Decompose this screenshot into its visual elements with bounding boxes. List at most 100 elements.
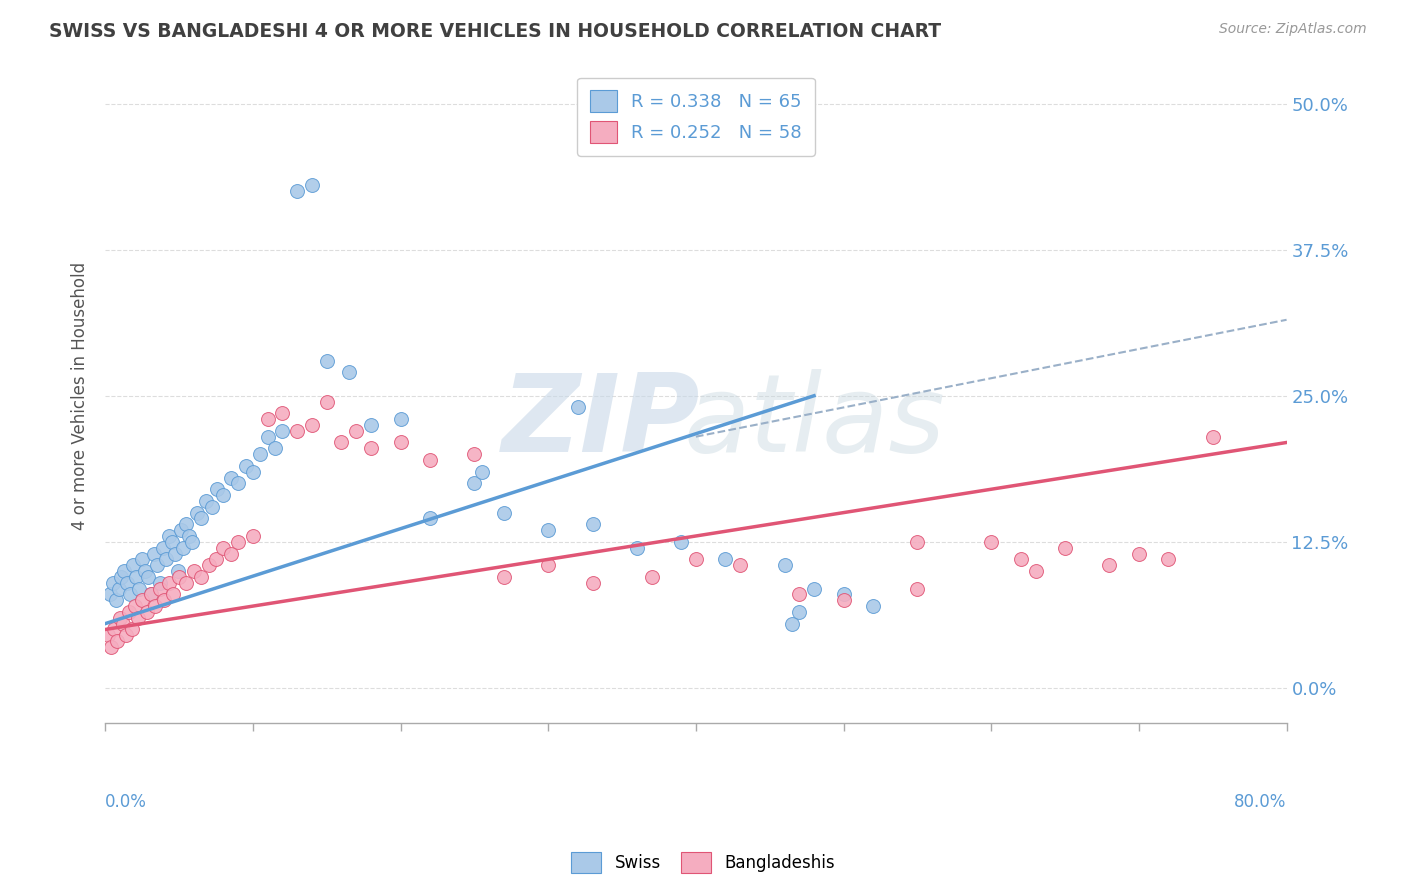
Point	[419, 453, 441, 467]
Point	[1010, 552, 1032, 566]
Y-axis label: 4 or more Vehicles in Household: 4 or more Vehicles in Household	[72, 261, 89, 530]
Point	[315, 394, 337, 409]
Point	[832, 593, 855, 607]
Point	[832, 587, 855, 601]
Point	[98, 587, 121, 601]
Point	[226, 476, 249, 491]
Point	[152, 541, 174, 555]
Point	[183, 564, 205, 578]
Point	[101, 575, 124, 590]
Point	[389, 412, 412, 426]
Point	[360, 442, 382, 456]
Point	[226, 534, 249, 549]
Point	[337, 365, 360, 379]
Point	[271, 406, 294, 420]
Point	[105, 634, 128, 648]
Point	[120, 587, 142, 601]
Point	[169, 523, 191, 537]
Point	[149, 575, 172, 590]
Point	[134, 564, 156, 578]
Point	[157, 575, 180, 590]
Legend: R = 0.338   N = 65, R = 0.252   N = 58: R = 0.338 N = 65, R = 0.252 N = 58	[578, 78, 814, 156]
Point	[176, 517, 198, 532]
Point	[163, 547, 186, 561]
Point	[115, 628, 138, 642]
Point	[139, 587, 162, 601]
Point	[108, 611, 131, 625]
Point	[787, 605, 810, 619]
Point	[149, 582, 172, 596]
Point	[1054, 541, 1077, 555]
Point	[463, 447, 485, 461]
Point	[212, 541, 235, 555]
Point	[200, 500, 222, 514]
Point	[626, 541, 648, 555]
Point	[124, 599, 146, 613]
Point	[492, 570, 515, 584]
Point	[235, 458, 257, 473]
Point	[773, 558, 796, 573]
Legend: Swiss, Bangladeshis: Swiss, Bangladeshis	[565, 846, 841, 880]
Point	[190, 511, 212, 525]
Point	[111, 616, 134, 631]
Point	[181, 534, 204, 549]
Point	[219, 547, 242, 561]
Point	[264, 442, 287, 456]
Point	[142, 547, 165, 561]
Point	[107, 582, 129, 596]
Text: 80.0%: 80.0%	[1234, 793, 1286, 811]
Point	[110, 570, 132, 584]
Point	[118, 605, 141, 619]
Point	[567, 401, 589, 415]
Text: ZIP: ZIP	[502, 369, 700, 475]
Point	[136, 570, 159, 584]
Point	[301, 178, 323, 193]
Point	[1025, 564, 1047, 578]
Point	[537, 558, 560, 573]
Point	[162, 587, 184, 601]
Point	[97, 628, 120, 642]
Point	[112, 564, 135, 578]
Text: SWISS VS BANGLADESHI 4 OR MORE VEHICLES IN HOUSEHOLD CORRELATION CHART: SWISS VS BANGLADESHI 4 OR MORE VEHICLES …	[49, 22, 942, 41]
Point	[980, 534, 1002, 549]
Point	[389, 435, 412, 450]
Point	[172, 541, 194, 555]
Point	[1098, 558, 1121, 573]
Point	[125, 570, 148, 584]
Point	[122, 558, 145, 573]
Point	[685, 552, 707, 566]
Point	[242, 529, 264, 543]
Point	[256, 430, 278, 444]
Point	[104, 593, 127, 607]
Point	[905, 534, 928, 549]
Point	[219, 470, 242, 484]
Point	[315, 353, 337, 368]
Point	[135, 605, 157, 619]
Point	[780, 616, 803, 631]
Point	[1157, 552, 1180, 566]
Point	[242, 465, 264, 479]
Point	[197, 558, 219, 573]
Point	[301, 417, 323, 432]
Point	[285, 424, 308, 438]
Point	[157, 529, 180, 543]
Point	[463, 476, 485, 491]
Point	[285, 184, 308, 198]
Point	[103, 623, 125, 637]
Point	[581, 575, 603, 590]
Point	[344, 424, 367, 438]
Text: atlas: atlas	[683, 369, 945, 475]
Point	[186, 506, 208, 520]
Point	[146, 558, 169, 573]
Text: Source: ZipAtlas.com: Source: ZipAtlas.com	[1219, 22, 1367, 37]
Point	[537, 523, 560, 537]
Point	[271, 424, 294, 438]
Point	[419, 511, 441, 525]
Point	[179, 529, 201, 543]
Point	[207, 482, 229, 496]
Point	[360, 417, 382, 432]
Point	[190, 570, 212, 584]
Point	[492, 506, 515, 520]
Point	[194, 494, 217, 508]
Point	[166, 564, 188, 578]
